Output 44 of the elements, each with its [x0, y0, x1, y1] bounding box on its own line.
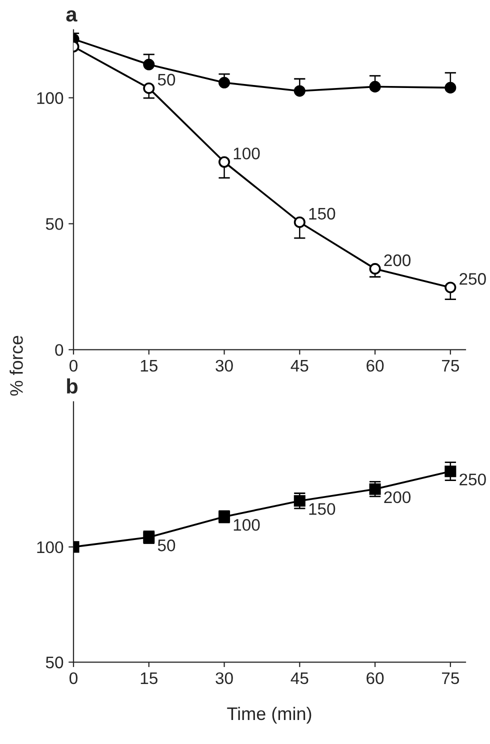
- chart-title: b: [67, 378, 78, 394]
- annotation: 200: [384, 491, 411, 504]
- y-axis-title: % force: [10, 336, 23, 396]
- point: [294, 495, 306, 507]
- point: [369, 80, 381, 92]
- annotation: 250: [460, 474, 486, 486]
- x-tick-label: 45: [290, 360, 308, 372]
- x-tick-label: 60: [366, 672, 384, 684]
- annotation: 100: [234, 519, 260, 531]
- chart-title: a: [66, 10, 78, 22]
- y-tick-label: 100: [37, 541, 64, 554]
- point: [294, 216, 306, 228]
- x-tick-label: 75: [442, 360, 459, 372]
- annotation: 250: [460, 273, 486, 285]
- annotation: 50: [158, 540, 176, 552]
- annotation: 50: [158, 74, 176, 86]
- annotation: 200: [384, 254, 411, 266]
- point: [444, 282, 456, 294]
- point: [444, 82, 456, 94]
- x-axis-title: Time (min): [227, 706, 312, 724]
- y-tick-label: 100: [37, 92, 64, 104]
- x-tick-label: 0: [70, 672, 78, 684]
- annotation: 150: [309, 208, 336, 220]
- x-tick-label: 60: [366, 360, 384, 372]
- y-tick-label: 50: [46, 218, 64, 230]
- x-tick-label: 0: [70, 360, 78, 372]
- point: [369, 263, 381, 275]
- point: [444, 466, 456, 478]
- point: [143, 82, 155, 94]
- x-tick-label: 30: [216, 672, 233, 684]
- y-tick-label: 50: [46, 656, 64, 668]
- x-tick-label: 15: [140, 672, 158, 684]
- x-tick-label: 15: [140, 360, 158, 372]
- annotation: 100: [234, 148, 260, 160]
- point: [218, 156, 230, 168]
- point: [218, 76, 230, 88]
- y-tick-label: 0: [55, 344, 64, 356]
- annotation: 150: [309, 503, 336, 515]
- x-tick-label: 45: [290, 672, 308, 684]
- point: [294, 85, 306, 97]
- x-tick-label: 30: [216, 360, 233, 372]
- point: [369, 483, 381, 495]
- x-tick-label: 75: [442, 672, 459, 684]
- point: [143, 58, 155, 70]
